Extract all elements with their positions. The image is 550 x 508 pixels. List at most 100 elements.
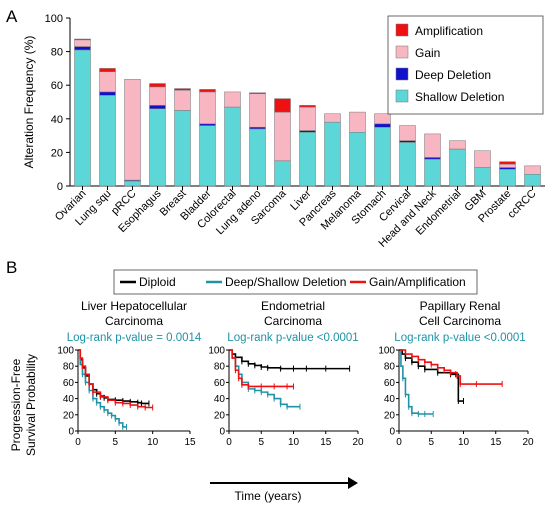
bar-segment-deep-deletion [99,91,116,96]
survival-x-tick-label: 20 [522,437,534,448]
bar-segment-amplification [199,89,216,93]
bar-segment-gain [74,39,91,47]
legend-swatch-deep-deletion [395,67,409,81]
legend-swatch-gain [395,45,409,59]
bar-segment-shallow-deletion [399,142,416,187]
survival-y-tick-label: 0 [68,427,74,438]
bar-segment-amplification [174,88,191,91]
bar-segment-shallow-deletion [249,128,266,187]
bar-segment-gain [324,113,341,123]
bar-segment-gain [399,125,416,141]
bar-segment-shallow-deletion [324,121,341,187]
survival-y-tick-label: 60 [214,378,226,389]
km-curve-diploid [399,349,464,402]
survival-y-tick-label: 0 [219,427,225,438]
bar-segment-amplification [99,68,116,73]
survival-y-tick-label: 20 [384,410,396,421]
survival-y-tick-label: 40 [214,394,226,405]
km-curve-deep-shallow-deletion [399,349,434,415]
legend-swatch-shallow-deletion [395,89,409,103]
bar-segment-deep-deletion [399,140,416,143]
alteration-y-tick-label: 20 [51,147,63,159]
alteration-y-tick-label: 0 [57,181,63,193]
bar-segment-deep-deletion [199,123,216,126]
survival-title-line1: Papillary Renal [420,299,501,313]
bar-segment-deep-deletion [499,167,516,170]
survival-title-line2: Carcinoma [264,314,322,328]
legend-label: Amplification [415,24,483,38]
bar-segment-shallow-deletion [199,125,216,187]
survival-x-tick-label: 5 [258,437,264,448]
bar-segment-gain [224,91,241,108]
survival-y-label-line2: Survival Probability [24,354,38,456]
km-curve-diploid [229,349,350,370]
survival-x-tick-label: 0 [396,437,402,448]
bar-segment-gain [149,86,166,106]
survival-x-tick-label: 20 [352,437,364,448]
bar-segment-gain [274,111,291,162]
survival-x-tick-label: 0 [226,437,232,448]
alteration-y-tick-label: 100 [45,13,63,25]
legend-label: Gain [415,46,440,60]
bar-segment-gain [249,93,266,128]
survival-y-tick-label: 100 [378,346,395,357]
bar-segment-gain [299,106,316,131]
bar-segment-shallow-deletion [499,168,516,187]
survival-x-tick-label: 15 [184,437,196,448]
bar-segment-gain [349,111,366,133]
bar-segment-gain [499,163,516,168]
survival-x-tick-label: 10 [147,437,159,448]
legend-label: Gain/Amplification [369,275,466,289]
bar-segment-gain [174,89,191,111]
survival-legend-box [113,269,478,295]
bar-segment-gain [199,91,216,125]
survival-y-tick-label: 60 [384,378,396,389]
bar-segment-gain [474,150,491,168]
survival-y-tick-label: 40 [384,394,396,405]
survival-y-tick-label: 100 [208,346,225,357]
legend-swatch-amplification [395,23,409,37]
bar-segment-amplification [149,83,166,88]
survival-y-tick-label: 20 [63,410,75,421]
survival-y-tick-label: 60 [63,378,75,389]
bar-segment-shallow-deletion [474,167,491,187]
bar-segment-deep-deletion [374,123,391,128]
bar-segment-amplification [499,161,516,165]
legend-label: Deep/Shallow Deletion [225,275,346,289]
bar-segment-shallow-deletion [224,106,241,187]
bar-segment-amplification [249,92,266,94]
bar-segment-deep-deletion [149,105,166,109]
alteration-y-tick-label: 80 [51,47,63,59]
alteration-legend-box [387,15,544,115]
bar-segment-gain [424,133,441,158]
bar-segment-shallow-deletion [349,131,366,187]
survival-y-label-line1: Progression-Free [9,358,23,451]
bar-segment-amplification [74,38,91,41]
bar-segment-shallow-deletion [449,148,466,187]
km-curve-gain-amplification [229,349,294,388]
bar-segment-shallow-deletion [99,95,116,187]
alteration-x-tick-label: ccRCC [505,188,538,221]
survival-title-line1: Endometrial [261,299,325,313]
survival-x-tick-label: 5 [113,437,119,448]
bar-segment-shallow-deletion [299,131,316,187]
alteration-legend: Amplification Gain Deep Deletion Shallow De… [387,15,544,115]
survival-x-tick-label: 10 [288,437,300,448]
survival-y-tick-label: 100 [57,346,74,357]
bar-segment-gain [524,165,541,175]
survival-y-tick-label: 20 [214,410,226,421]
bar-segment-gain [99,71,116,93]
survival-y-tick-label: 0 [389,427,395,438]
bar-segment-shallow-deletion [524,173,541,187]
bar-segment-deep-deletion [424,157,441,160]
alteration-y-tick-label: 60 [51,80,63,92]
survival-y-tick-label: 80 [214,362,226,373]
survival-x-tick-label: 15 [320,437,332,448]
bar-segment-deep-deletion [249,126,266,130]
log-rank-pvalue: Log-rank p-value <0.0001 [227,332,358,344]
bar-segment-deep-deletion [299,130,316,133]
km-curve-gain-amplification [399,349,503,385]
legend-label: Diploid [139,275,176,289]
